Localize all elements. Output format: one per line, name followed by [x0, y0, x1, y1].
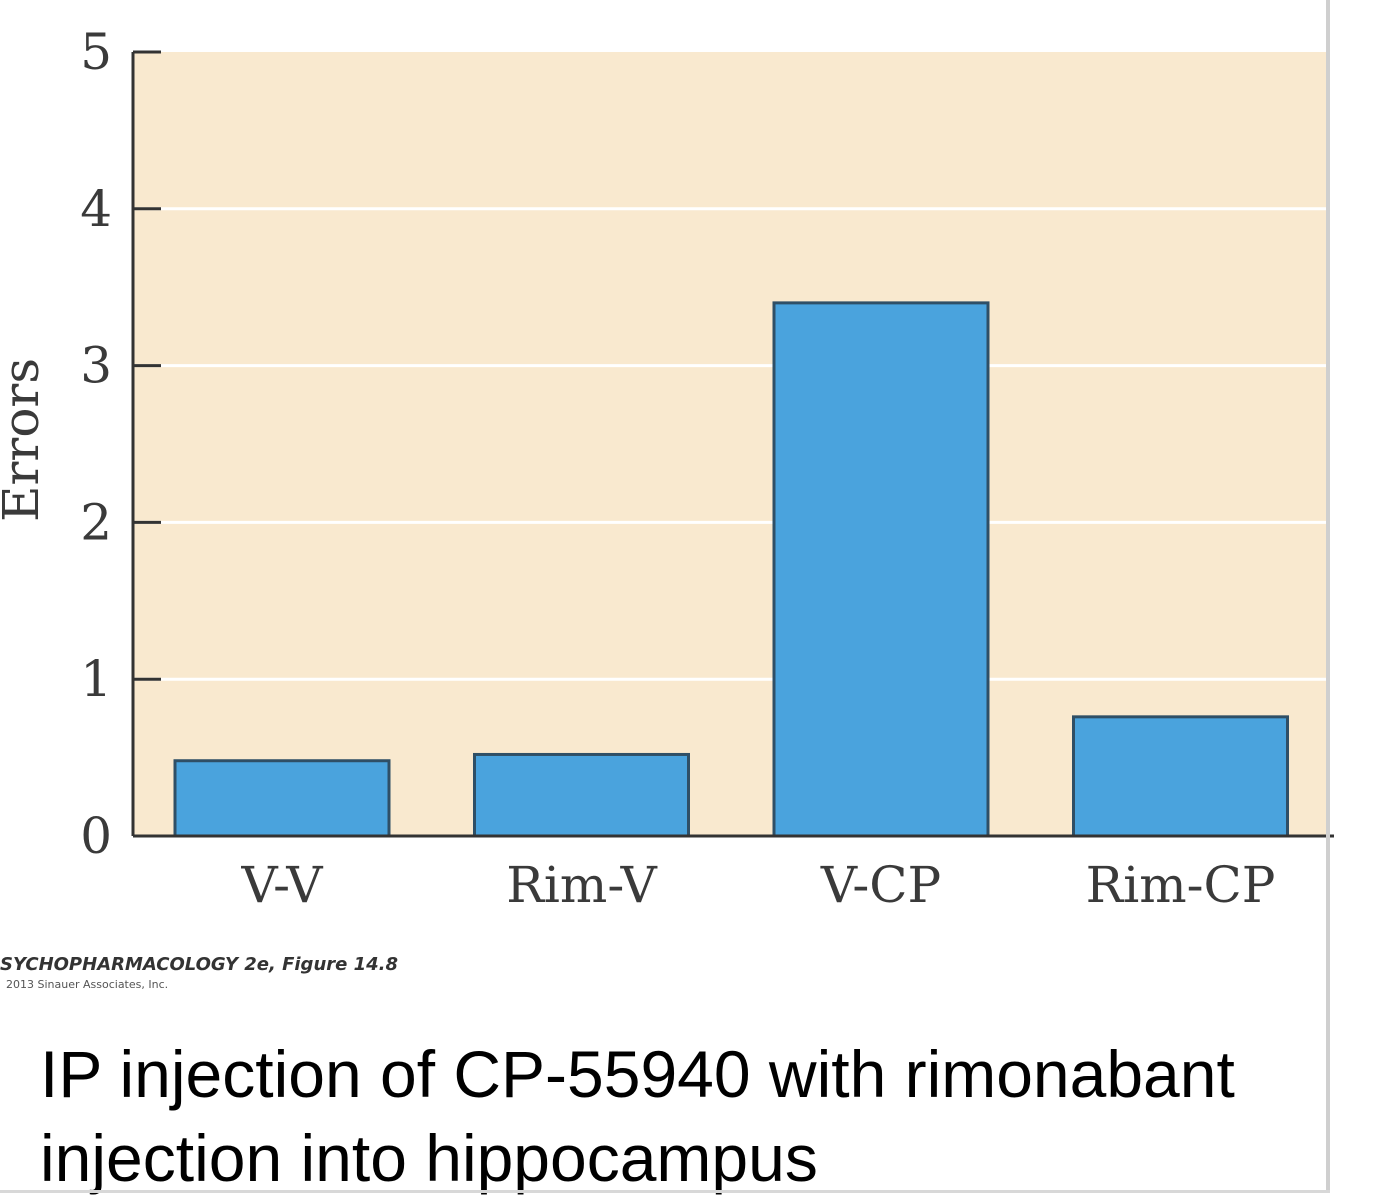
- axes: [131, 50, 1334, 838]
- y-axis-title: Errors: [0, 358, 50, 522]
- y-tick-label-0: 0: [80, 807, 112, 865]
- bar-V-V: [173, 759, 391, 838]
- plot-background: [133, 52, 1330, 836]
- y-tick-label-2: 2: [80, 493, 112, 551]
- bar-Rim-V: [473, 752, 690, 838]
- y-tick-label-1: 1: [80, 650, 112, 708]
- frame-bottom-edge: [0, 1190, 1330, 1193]
- y-tick-label-5: 5: [80, 23, 112, 81]
- x-label-Rim-V: Rim-V: [506, 856, 657, 914]
- bar-V-CP: [772, 301, 990, 838]
- x-label-V-CP: V-CP: [820, 856, 941, 914]
- copyright-notice: 2013 Sinauer Associates, Inc.: [6, 978, 168, 991]
- bar-Rim-CP: [1072, 715, 1289, 838]
- caption-line-2: injection into hippocampus: [40, 1121, 818, 1195]
- bars: [173, 301, 1289, 838]
- caption-line-1: IP injection of CP-55940 with rimonabant: [40, 1037, 1235, 1111]
- grid-lines: [133, 207, 1330, 681]
- caption: IP injection of CP-55940 with rimonabant…: [40, 1032, 1330, 1200]
- y-tick-label-4: 4: [80, 180, 112, 238]
- y-tick-label-3: 3: [80, 337, 112, 395]
- bar-chart: 0 1 2 3 4 5 V-V Rim-V V-CP Rim-CP Errors SYCHOPH…: [0, 23, 1334, 991]
- x-label-V-V: V-V: [241, 856, 324, 914]
- y-tick-labels: 0 1 2 3 4 5: [80, 23, 112, 865]
- figure-credit: SYCHOPHARMACOLOGY 2e, Figure 14.8: [0, 954, 398, 975]
- frame-right-edge: [1326, 0, 1330, 1192]
- x-label-Rim-CP: Rim-CP: [1086, 856, 1276, 914]
- x-category-labels: V-V Rim-V V-CP Rim-CP: [241, 856, 1276, 914]
